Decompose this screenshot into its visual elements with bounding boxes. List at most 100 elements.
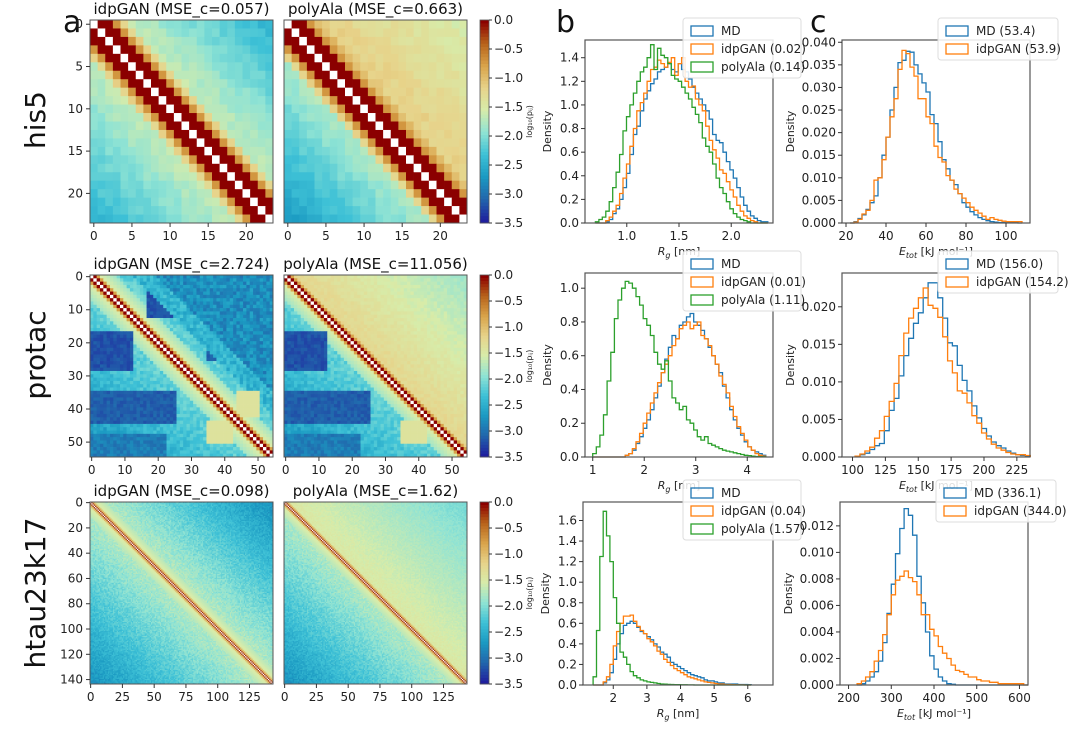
heatmap-cell [143,172,151,181]
heatmap-cell [130,321,134,325]
heatmap-cell [133,411,137,415]
heatmap-cell [117,292,121,296]
heatmap-cell [160,295,164,299]
heatmap-cell [120,411,124,415]
heatmap-cell [97,354,101,358]
heatmap-cell [223,275,227,279]
heatmap-cell [203,308,207,312]
heatmap-cell [444,45,452,54]
heatmap-cell [206,344,210,348]
heatmap-cell [250,351,254,355]
heatmap-cell [337,62,345,71]
heatmap-cell [107,374,111,378]
heatmap-cell [243,37,251,46]
heatmap-cell [90,444,94,448]
heatmap-cell [304,282,308,286]
heatmap-cell [337,215,345,224]
heatmap-cell [223,417,227,421]
heatmap-cell [183,394,187,398]
heatmap-cell [213,450,217,454]
heatmap-cell [246,325,250,329]
heatmap-cell [143,20,151,29]
heatmap-cell [189,20,197,29]
heatmap-cell [240,411,244,415]
heatmap-cell [206,341,210,345]
heatmap-cell [444,113,452,122]
heatmap-cell [260,295,264,299]
heatmap-cell [311,285,315,289]
heatmap-cell [460,282,464,286]
heatmap-cell [177,417,181,421]
heatmap-cell [127,295,131,299]
heatmap-cell [177,368,181,372]
heatmap-cell [260,407,264,411]
heatmap-cell [263,388,267,392]
heatmap-cell [266,308,270,312]
heatmap-cell [324,308,328,312]
heatmap-cell [160,411,164,415]
heatmap-cell [127,427,131,431]
heatmap-cell [250,62,258,71]
heatmap-cell [307,45,315,54]
heatmap-cell [206,351,210,355]
heatmap-cell [182,54,190,63]
heatmap-cell [299,206,307,215]
x-tick-label: 2.0 [722,229,741,243]
heatmap-cell [110,417,114,421]
heatmap-cell [307,282,311,286]
heatmap-cell [140,440,144,444]
heatmap-cell [250,311,254,315]
heatmap-cell [204,122,212,131]
heatmap-cell [424,288,428,292]
heatmap-cell [331,295,335,299]
heatmap-cell [130,368,134,372]
heatmap-cell [186,437,190,441]
y-tick-label: 0.8 [560,122,579,136]
heatmap-cell [137,288,141,292]
heatmap-cell [243,344,247,348]
heatmap-cell [193,421,197,425]
heatmap-cell [414,164,422,173]
heatmap-cell [200,328,204,332]
heatmap-cell [227,155,235,164]
heatmap-cell [410,298,414,302]
heatmap-cell [140,431,144,435]
heatmap-cell [400,275,404,279]
heatmap-cell [256,364,260,368]
heatmap-cell [265,138,273,147]
heatmap-cell [226,424,230,428]
heatmap-cell [190,444,194,448]
heatmap-cell [301,288,305,292]
heatmap-cell [196,308,200,312]
heatmap-cell [167,301,171,305]
heatmap-cell [182,20,190,29]
heatmap-cell [206,424,210,428]
heatmap-cell [322,172,330,181]
heatmap-cell [233,305,237,309]
heatmap-cell [243,348,247,352]
heatmap-cell [394,292,398,296]
heatmap-cell [220,361,224,365]
heatmap-cell [391,172,399,181]
heatmap-cell [377,301,381,305]
heatmap-cell [284,62,292,71]
heatmap-cell [103,301,107,305]
heatmap-cell [204,88,212,97]
heatmap-cell [182,181,190,190]
heatmap-cell [246,401,250,405]
heatmap-cell [410,282,414,286]
heatmap-cell [105,198,113,207]
heatmap-cell [233,292,237,296]
heatmap-cell [163,341,167,345]
colorbar-tick-label: −2.0 [494,129,523,143]
heatmap-cell [123,397,127,401]
heatmap-cell [163,351,167,355]
heatmap-cell [127,341,131,345]
heatmap-cell [447,295,451,299]
heatmap-cell [182,71,190,80]
heatmap-cell [151,113,159,122]
heatmap-cell [97,364,101,368]
heatmap-cell [203,328,207,332]
heatmap-cell [200,275,204,279]
heatmap-cell [414,285,418,289]
